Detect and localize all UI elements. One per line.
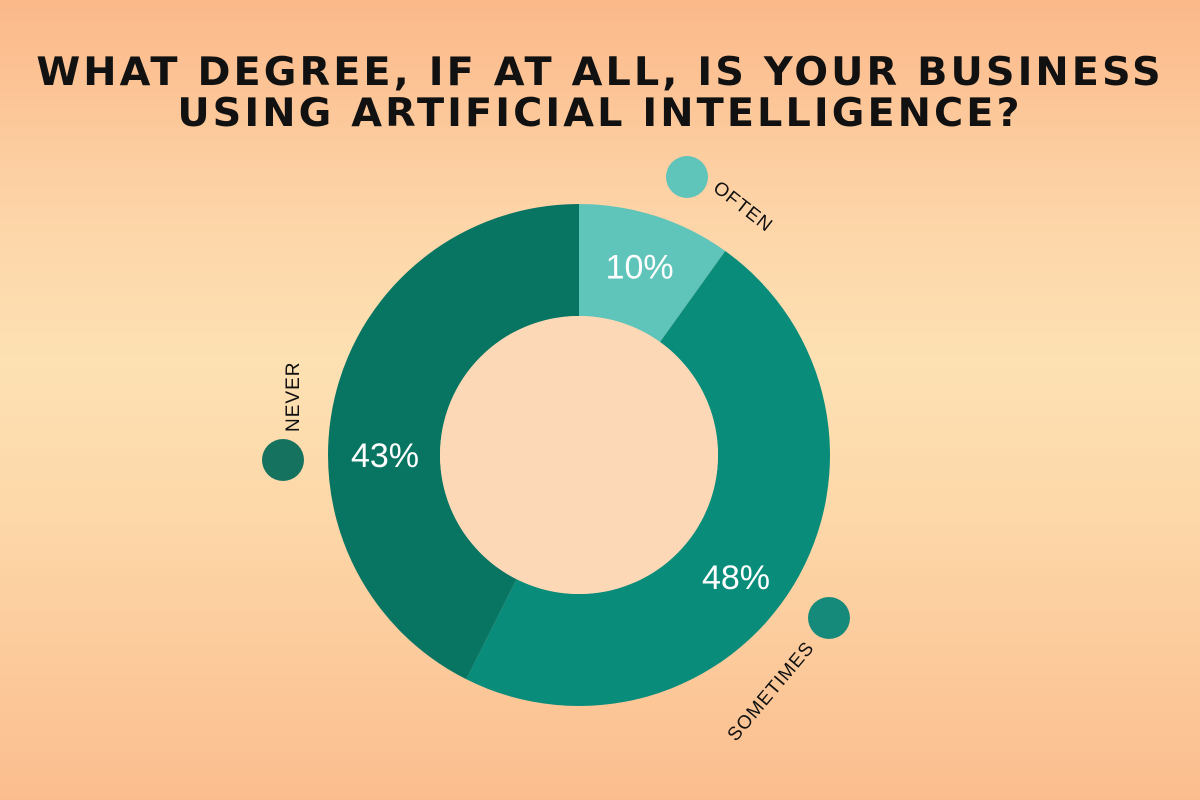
legend-dot-never: [262, 439, 304, 481]
slice-never: [327, 204, 579, 680]
legend-label-never: NEVER: [283, 362, 304, 432]
title-line-2: USING ARTIFICIAL INTELLIGENCE?: [177, 91, 1023, 136]
chart-title: WHAT DEGREE, IF AT ALL, IS YOUR BUSINESS…: [0, 52, 1200, 134]
legend-dot-sometimes: [808, 597, 850, 639]
legend-label-sometimes: SOMETIMES: [724, 638, 819, 746]
slice-sometimes: [466, 251, 831, 707]
legend-label-often: OFTEN: [709, 177, 777, 236]
title-line-1: WHAT DEGREE, IF AT ALL, IS YOUR BUSINESS: [36, 50, 1164, 95]
slice-value-label: 48%: [702, 559, 770, 597]
slice-often: [579, 204, 726, 343]
slice-value-label: 43%: [351, 437, 419, 475]
slice-value-label: 10%: [606, 249, 674, 287]
donut-hole: [440, 316, 718, 594]
legend-dot-often: [666, 156, 708, 198]
